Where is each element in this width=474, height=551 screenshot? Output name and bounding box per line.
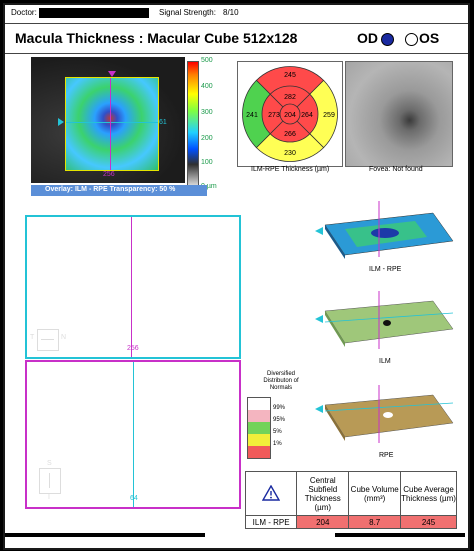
bscan-horizontal[interactable]: T N 256 — [25, 215, 241, 359]
orient-inferior: I — [48, 494, 50, 501]
inferior-outer-value: 230 — [284, 150, 296, 157]
map3d-ilm-rpe[interactable]: ILM - RPE — [315, 197, 455, 279]
orientation-box: S I — [39, 460, 61, 501]
value-cube-average: 245 — [400, 515, 457, 529]
etdrs-caption: ILM-RPE Thickness (µm) — [251, 166, 330, 173]
legend-5: 5% — [273, 429, 282, 435]
report-header: Doctor: Signal Strength: 8/10 — [5, 5, 468, 24]
redacted-footer-right — [335, 533, 465, 537]
slo-fovea-image — [345, 61, 453, 167]
bscan-index: 64 — [130, 495, 138, 502]
warning-icon — [261, 484, 281, 501]
nasal-outer-value: 259 — [323, 112, 335, 119]
legend-title: Distributon of Normals — [263, 378, 299, 391]
legend-95: 95% — [273, 417, 286, 423]
center-value: 204 — [284, 112, 296, 119]
overlay-label: Overlay: ILM - RPE Transparency: 50 % — [45, 186, 176, 193]
legend-pink — [248, 410, 270, 422]
doctor-label: Doctor: — [11, 8, 37, 17]
thickness-summary-table: Central Subfield Thickness (µm) Cube Vol… — [244, 471, 457, 529]
thickness-color-scale — [187, 61, 199, 191]
fovea-caption: Fovea: Not found — [369, 166, 423, 173]
scale-tick-100: 100 — [201, 159, 213, 166]
etdrs-thickness-chart: 245 282 204 273 264 241 259 266 230 — [242, 66, 338, 162]
eye-od-label: OD — [357, 30, 378, 46]
bscan-position-line — [133, 362, 134, 507]
superior-outer-value: 245 — [284, 72, 296, 79]
legend-yellow — [248, 434, 270, 446]
thickness-overlay[interactable] — [65, 77, 159, 171]
map3d-ilm-label: ILM — [379, 358, 391, 365]
v-scan-number: 256 — [103, 171, 115, 178]
map3d-ilm-rpe-surface — [315, 201, 454, 259]
scan-marker-top-icon — [108, 71, 116, 77]
orientation-arrow-icon — [49, 473, 50, 488]
scale-tick-400: 400 — [201, 83, 213, 90]
signal-strength-label: Signal Strength: — [159, 8, 216, 17]
eye-os-label: OS — [419, 30, 440, 46]
orient-temporal: T — [30, 334, 35, 341]
orientation-box: T N — [30, 329, 66, 351]
overlay-settings-bar[interactable]: Overlay: ILM - RPE Transparency: 50 % — [31, 185, 207, 196]
legend-1: 1% — [273, 441, 282, 447]
legend-99: 99% — [273, 405, 286, 411]
temporal-outer-value: 241 — [246, 112, 258, 119]
temporal-inner-value: 273 — [268, 112, 280, 119]
table-header-row: Central Subfield Thickness (µm) Cube Vol… — [244, 471, 457, 516]
inferior-inner-value: 266 — [284, 131, 296, 138]
legend-heading-text: Diversified — [266, 371, 295, 377]
orient-nasal: N — [61, 334, 67, 341]
horizontal-scan-line — [66, 122, 158, 123]
orient-superior: S — [47, 460, 52, 467]
legend-green — [248, 422, 270, 434]
superior-inner-value: 282 — [284, 94, 296, 101]
map3d-rpe[interactable]: RPE — [315, 383, 455, 465]
title-bar: Macula Thickness : Macular Cube 512x128 … — [5, 23, 468, 54]
eye-os-radio[interactable] — [405, 33, 418, 46]
legend-color-bar — [247, 397, 271, 459]
scale-tick-0: 0 µm — [201, 183, 217, 190]
scale-tick-500: 500 — [201, 57, 213, 64]
color-scale-ticks: 500 400 300 200 100 0 µm — [201, 57, 229, 193]
map3d-ilm-surface — [315, 291, 454, 349]
nasal-inner-value: 264 — [301, 112, 313, 119]
bscan-index: 256 — [127, 345, 139, 352]
header-cube-average: Cube Average Thickness (µm) — [400, 471, 457, 516]
redacted-footer-left — [5, 533, 205, 537]
value-cube-volume: 8.7 — [348, 515, 402, 529]
map3d-rpe-label: RPE — [379, 452, 394, 459]
scale-tick-300: 300 — [201, 109, 213, 116]
vertical-scan-line — [110, 78, 111, 170]
header-cube-volume: Cube Volume (mm³) — [348, 471, 402, 516]
scale-tick-200: 200 — [201, 135, 213, 142]
etdrs-grid-panel: 245 282 204 273 264 241 259 266 230 — [237, 61, 343, 167]
map3d-ilm-rpe-label: ILM - RPE — [369, 266, 402, 273]
scan-marker-left-icon — [58, 118, 64, 126]
eye-od-radio[interactable] — [381, 33, 394, 46]
table-row: ILM - RPE 204 8.7 245 — [244, 515, 457, 529]
page-title: Macula Thickness : Macular Cube 512x128 — [15, 30, 298, 46]
orientation-arrow-icon — [41, 339, 54, 340]
signal-strength-value: 8/10 — [223, 8, 239, 17]
bscan-position-line — [131, 217, 132, 357]
h-scan-number: 61 — [159, 119, 167, 126]
report-page: Doctor: Signal Strength: 8/10 Macula Thi… — [3, 3, 470, 550]
warning-cell — [244, 471, 298, 516]
legend-white — [248, 398, 270, 410]
normals-legend: Diversified Distributon of Normals 99% 9… — [245, 371, 303, 461]
row-label: ILM - RPE — [244, 515, 298, 529]
header-central-subfield: Central Subfield Thickness (µm) — [296, 471, 350, 516]
legend-heading: Diversified Distributon of Normals — [259, 371, 303, 392]
map3d-ilm[interactable]: ILM — [315, 289, 455, 371]
bscan-vertical[interactable]: S I 64 — [25, 360, 241, 509]
value-central-subfield: 204 — [296, 515, 350, 529]
fundus-image: 61 256 — [31, 57, 185, 183]
map3d-rpe-surface — [315, 385, 454, 443]
legend-red — [248, 446, 270, 458]
redacted-doctor-name — [39, 8, 149, 18]
